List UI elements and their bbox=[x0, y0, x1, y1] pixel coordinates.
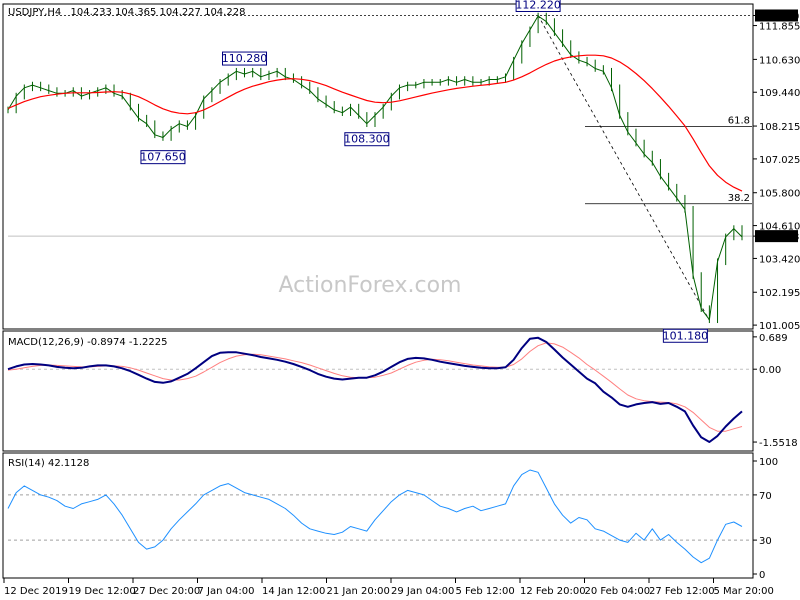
price-marker-label: 104.228 bbox=[758, 232, 799, 243]
swing-label-box bbox=[344, 132, 390, 147]
time-tick-label: 7 Jan 04:00 bbox=[198, 586, 255, 597]
price-layer: 61.8 38.2 112.220 110.280 107.650 108.300 101.… bbox=[7, 0, 752, 343]
rsi-tick-label: 0 bbox=[759, 570, 765, 581]
swing-label-box bbox=[515, 0, 561, 12]
swing-label: 101.180 bbox=[663, 329, 709, 342]
price-line bbox=[7, 15, 743, 321]
swing-label: 108.300 bbox=[344, 133, 390, 146]
price-tick-label: 110.630 bbox=[759, 55, 800, 66]
macd-tick-label: 0.689 bbox=[759, 333, 788, 344]
time-tick-label: 27 Dec 20:00 bbox=[133, 586, 200, 597]
price-tick-label: 109.440 bbox=[759, 88, 800, 99]
price-marker-box bbox=[755, 9, 798, 22]
price-marker-label: 112.220 bbox=[758, 11, 799, 22]
macd-signal-line bbox=[7, 342, 743, 432]
price-tick-label: 103.420 bbox=[759, 254, 800, 265]
time-tick-label: 21 Jan 20:00 bbox=[327, 586, 390, 597]
swing-label-box bbox=[222, 51, 268, 66]
time-tick-label: 29 Jan 04:00 bbox=[391, 586, 454, 597]
time-tick-label: 20 Feb 04:00 bbox=[585, 586, 651, 597]
price-tick-label: 102.195 bbox=[759, 288, 800, 299]
time-tick-label: 12 Feb 20:00 bbox=[520, 586, 586, 597]
time-tick-label: 12 Dec 2019 bbox=[4, 586, 68, 597]
rsi-panel-title: RSI(14) 42.1128 bbox=[8, 458, 89, 469]
swing-label: 110.280 bbox=[222, 52, 268, 65]
macd-layer bbox=[7, 336, 752, 443]
watermark-text: ActionForex.com bbox=[279, 273, 462, 298]
time-tick-label: 27 Feb 12:00 bbox=[649, 586, 715, 597]
retracement-trendline bbox=[537, 15, 710, 321]
price-tick-label: 105.800 bbox=[759, 189, 800, 200]
moving-average-line bbox=[7, 54, 743, 192]
time-tick-label: 19 Dec 12:00 bbox=[69, 586, 136, 597]
price-panel-title: USDJPY,H4 104.233 104.365 104.227 104.22… bbox=[8, 7, 245, 18]
price-tick-label: 101.005 bbox=[759, 321, 800, 332]
macd-tick-label: 0.00 bbox=[759, 365, 781, 376]
swing-label: 112.220 bbox=[515, 0, 561, 11]
symbol-label: USDJPY,H4 bbox=[8, 7, 61, 18]
macd-panel-frame bbox=[2, 330, 754, 452]
swing-label-box bbox=[140, 150, 186, 165]
macd-line bbox=[7, 336, 743, 443]
price-tick-label: 111.855 bbox=[759, 22, 800, 33]
swing-label-box bbox=[662, 328, 708, 343]
ohlc-values: 104.233 104.365 104.227 104.228 bbox=[70, 7, 245, 18]
price-tick-label: 104.610 bbox=[759, 222, 800, 233]
rsi-line bbox=[7, 469, 743, 564]
fibonacci-label: 38.2 bbox=[728, 193, 750, 204]
rsi-panel-frame bbox=[2, 452, 754, 579]
macd-axis: 0.689 0.00 -1.5518 bbox=[753, 333, 798, 449]
rsi-layer bbox=[7, 469, 752, 564]
time-tick-label: 5 Feb 12:00 bbox=[456, 586, 515, 597]
rsi-axis: 100 70 30 0 bbox=[753, 457, 778, 581]
rsi-tick-label: 100 bbox=[759, 457, 778, 468]
rsi-tick-label: 30 bbox=[759, 536, 772, 547]
price-panel-frame bbox=[2, 3, 754, 330]
time-tick-label: 14 Jan 12:00 bbox=[262, 586, 325, 597]
swing-label: 107.650 bbox=[140, 151, 186, 164]
price-tick-label: 107.025 bbox=[759, 155, 800, 166]
rsi-tick-label: 70 bbox=[759, 491, 772, 502]
fibonacci-label: 61.8 bbox=[728, 115, 750, 126]
macd-panel-title: MACD(12,26,9) -0.8974 -1.2225 bbox=[8, 337, 168, 348]
price-tick-label: 108.215 bbox=[759, 122, 800, 133]
time-tick-label: 5 Mar 20:00 bbox=[714, 586, 774, 597]
price-marker-box bbox=[755, 230, 798, 243]
macd-tick-label: -1.5518 bbox=[759, 438, 798, 449]
